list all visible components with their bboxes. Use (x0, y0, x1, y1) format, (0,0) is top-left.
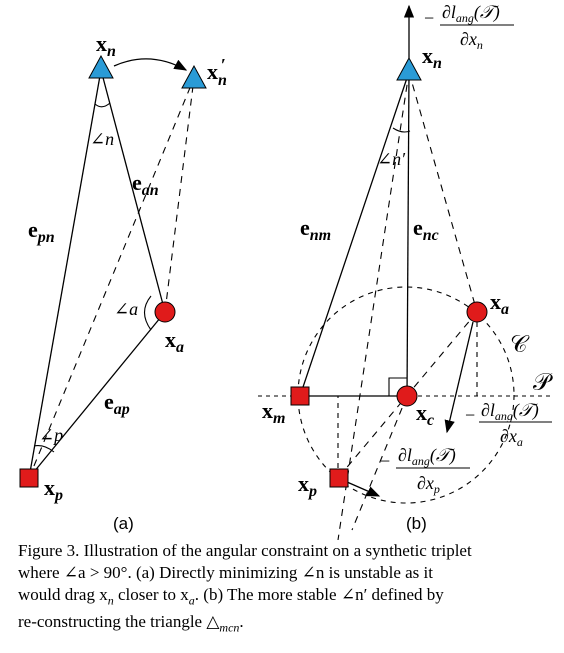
sample-xp-square-b (329, 468, 349, 488)
caption-line-1: Figure 3. Illustration of the angular co… (18, 541, 472, 560)
sample-xp-square (19, 468, 39, 488)
label-xm: xm (262, 398, 285, 427)
grad-a-label: − ∂lang(𝒯) ∂xa (465, 400, 552, 449)
label-xp-a: xp (44, 475, 63, 504)
label-e-nm: enm (300, 215, 331, 244)
dashed-n-a (408, 71, 478, 313)
sample-xa-circle-b (466, 301, 488, 323)
sample-xm-square (290, 386, 310, 406)
caption-line-4: re-constructing the triangle △mcn. (18, 612, 244, 635)
grad-n-label: − ∂lang(𝒯) ∂xn (424, 2, 514, 52)
dashed-n-p (337, 71, 410, 540)
svg-text:∂xp: ∂xp (417, 473, 440, 496)
label-xp-b: xp (298, 471, 317, 500)
subfigure-label-b: (b) (406, 514, 427, 533)
label-angle-n-prime: ∠n′ (377, 149, 406, 169)
caption-line-2: where ∠a > 90°. (a) Directly minimizing … (18, 563, 433, 582)
subfigure-label-a: (a) (113, 514, 134, 533)
anchor-xn-triangle (88, 54, 114, 79)
angular-constraint-figure: xn xn′ xa xp epn ean eap ∠n ∠a ∠p (a) (19, 2, 553, 540)
svg-text:−: − (465, 405, 475, 425)
dashed-xa-xnprime (164, 77, 195, 313)
label-circle-C: 𝒞 (510, 332, 530, 358)
svg-text:∂lang(𝒯): ∂lang(𝒯) (442, 2, 500, 25)
svg-text:−: − (380, 451, 390, 471)
label-angle-p: ∠p (39, 425, 63, 445)
anchor-xn-triangle-b (396, 56, 422, 81)
caption-line-3: would drag xn closer to xa. (b) The more… (18, 585, 444, 608)
label-xa-a: xa (165, 327, 184, 356)
move-arrow (113, 58, 188, 71)
panel-b: − ∂lang(𝒯) ∂xn − ∂lang(𝒯) ∂xa − ∂lang(𝒯)… (258, 2, 553, 540)
edge-an-line (100, 69, 166, 313)
dashed-c-down (351, 395, 408, 531)
grad-p-label: − ∂lang(𝒯) ∂xp (380, 445, 470, 496)
angle-a-arc (143, 295, 152, 331)
right-angle-marker (388, 377, 407, 396)
svg-text:∂lang(𝒯): ∂lang(𝒯) (481, 400, 539, 423)
anchor-xn-prime-triangle (181, 64, 207, 89)
label-e-ap: eap (104, 389, 130, 418)
grad-a-arrow (444, 321, 474, 434)
label-angle-a: ∠a (114, 299, 138, 319)
svg-text:∂xn: ∂xn (460, 29, 483, 52)
svg-text:−: − (424, 8, 434, 28)
edge-nm-line (299, 71, 410, 397)
angle-p-arc (33, 445, 55, 453)
label-plane-P: 𝒫 (533, 370, 553, 396)
edge-ap-line (28, 311, 166, 479)
circle-C (297, 286, 515, 504)
panel-a: xn xn′ xa xp epn ean eap ∠n ∠a ∠p (a) (19, 31, 227, 533)
label-e-an: ean (132, 170, 159, 199)
label-xn-b: xn (422, 43, 442, 72)
grad-p-arrow (346, 481, 381, 497)
angle-n-arc (94, 102, 111, 108)
label-xa-b: xa (490, 289, 509, 318)
svg-text:∂xa: ∂xa (500, 426, 523, 449)
label-e-nc: enc (413, 215, 439, 244)
svg-text:∂lang(𝒯): ∂lang(𝒯) (398, 445, 456, 468)
sample-xc-circle (396, 385, 418, 407)
edge-pn-line (28, 69, 102, 479)
sample-xa-circle (154, 301, 176, 323)
label-xc: xc (416, 400, 434, 429)
label-angle-n: ∠n (90, 129, 114, 149)
edge-nc-line (406, 71, 410, 397)
angle-n-prime-arc (392, 127, 411, 133)
figure-caption: Figure 3. Illustration of the angular co… (18, 540, 548, 639)
label-e-pn: epn (28, 217, 55, 246)
label-xn-prime: xn′ (207, 55, 227, 89)
label-xn-a: xn (96, 31, 116, 60)
